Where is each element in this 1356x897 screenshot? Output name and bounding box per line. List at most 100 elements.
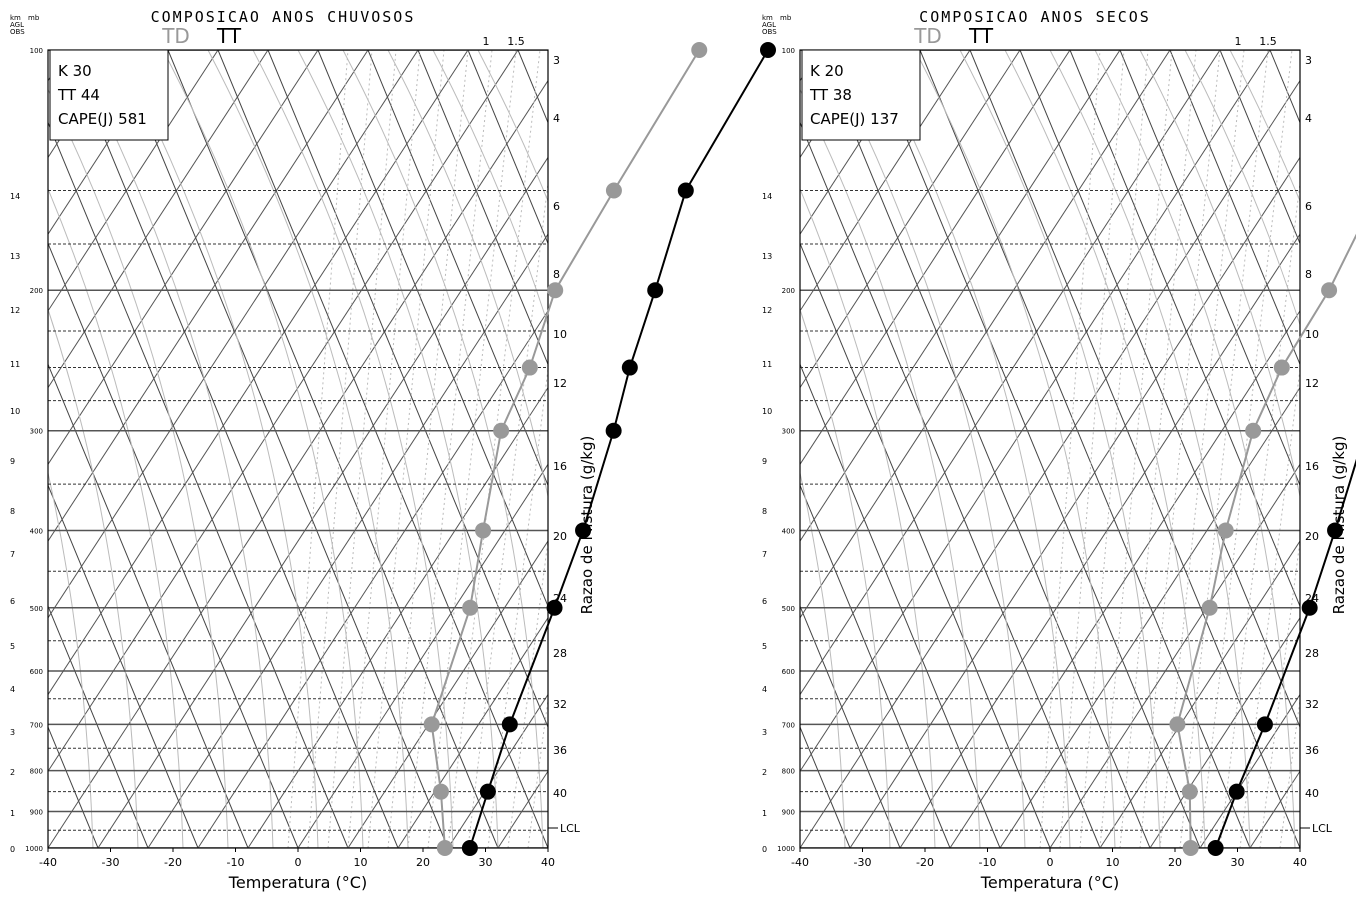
- pressure-label: 900: [782, 808, 795, 816]
- info-line: TT 44: [57, 86, 100, 104]
- pressure-label: 400: [782, 527, 795, 535]
- isotherm-line: [48, 50, 219, 312]
- tt-point: [1301, 599, 1318, 616]
- dry-adiabat: [1069, 50, 1300, 608]
- pressure-label: 600: [30, 668, 43, 676]
- td-point: [1169, 716, 1186, 733]
- x-tick-label: 10: [1106, 856, 1120, 869]
- dry-adiabat: [267, 50, 548, 729]
- profiles: [423, 42, 776, 856]
- isotherm-line: [800, 50, 1121, 542]
- td-point: [462, 599, 479, 616]
- tt-point: [1327, 522, 1344, 539]
- mixing-ratio-line: [287, 50, 349, 848]
- mixing-ratio-label: 28: [553, 647, 567, 660]
- td-point: [1217, 522, 1234, 539]
- corner-unit-mb: mb: [28, 14, 40, 22]
- corner-unit-km: km: [10, 14, 21, 22]
- height-km-label: 3: [10, 728, 15, 737]
- mixing-ratio-line: [347, 50, 421, 848]
- td-point: [1181, 783, 1198, 800]
- moist-adiabat: [375, 50, 575, 848]
- info-line: K 20: [810, 62, 844, 80]
- mixing-ratio-line: [327, 50, 397, 848]
- isotherm-line: [1099, 540, 1300, 848]
- moist-adiabat: [48, 187, 184, 848]
- x-tick-label: 0: [1047, 856, 1054, 869]
- td-profile-line: [430, 49, 701, 849]
- height-km-label: 0: [10, 845, 15, 854]
- tt-point: [501, 716, 518, 733]
- mixing-ratio-line: [447, 50, 541, 848]
- legend-tt: TT: [968, 24, 994, 48]
- info-line: CAPE(J) 581: [58, 110, 147, 128]
- isotherm-line: [48, 50, 269, 389]
- dry-adiabat: [20, 50, 350, 848]
- mixing-ratio-label: 40: [553, 787, 567, 800]
- x-tick-label: 30: [1231, 856, 1245, 869]
- dry-adiabat: [320, 50, 650, 848]
- isotherm-line: [849, 156, 1300, 848]
- dry-adiabat: [1019, 50, 1300, 729]
- x-tick-label: 0: [295, 856, 302, 869]
- height-km-label: 9: [762, 457, 767, 466]
- dry-adiabat: [417, 50, 548, 366]
- pressure-label: 200: [782, 287, 795, 295]
- dry-adiabat: [869, 50, 1201, 848]
- tt-point: [677, 182, 694, 199]
- isotherm-line: [899, 233, 1300, 848]
- dry-adiabat: [220, 50, 550, 848]
- x-tick-label: 10: [354, 856, 368, 869]
- pressure-label: 800: [30, 768, 43, 776]
- isotherm-line: [800, 50, 1271, 773]
- dry-adiabat: [467, 50, 548, 245]
- tt-point: [760, 42, 776, 58]
- height-km-label: 7: [762, 550, 767, 559]
- height-km-label: 11: [762, 360, 772, 369]
- lcl-label: LCL: [560, 822, 581, 835]
- height-km-label: 2: [10, 768, 15, 777]
- isotherm-line: [200, 50, 720, 848]
- height-km-label: 11: [10, 360, 20, 369]
- top-mixing-label: 1.5: [507, 35, 525, 48]
- dry-adiabat: [0, 50, 300, 848]
- isotherm-line: [48, 50, 119, 159]
- height-km-label: 14: [762, 192, 772, 201]
- td-profile-line: [1176, 233, 1356, 849]
- info-line: TT 38: [809, 86, 852, 104]
- mixing-ratio-line: [1079, 50, 1149, 848]
- td-point: [1273, 359, 1290, 376]
- pressure-label: 500: [782, 605, 795, 613]
- mixing-ratio-label: 36: [553, 744, 567, 757]
- mixing-ratio-label: 32: [1305, 698, 1319, 711]
- height-km-label: 10: [10, 407, 20, 416]
- td-point: [493, 422, 510, 439]
- td-point: [1201, 599, 1218, 616]
- mixing-ratio-label: 3: [1305, 54, 1312, 67]
- mixing-ratio-line: [1179, 50, 1269, 848]
- mixing-ratio-line: [1139, 50, 1221, 848]
- x-axis-label: Temperatura (°C): [980, 873, 1119, 892]
- isotherm-line: [800, 50, 921, 236]
- isotherm-line: [800, 50, 1021, 389]
- isotherm-line: [800, 50, 1071, 466]
- mixing-ratio-label: 10: [553, 328, 567, 341]
- isotherm-line: [397, 616, 548, 848]
- height-km-label: 4: [762, 685, 767, 694]
- isotherm-line: [800, 50, 1221, 696]
- x-tick-label: -20: [164, 856, 182, 869]
- corner-unit-mb: mb: [780, 14, 792, 22]
- isotherm-line: [800, 50, 1171, 619]
- dry-adiabat: [800, 483, 951, 848]
- dry-adiabat: [800, 846, 801, 848]
- chart-title: COMPOSICAO ANOS CHUVOSOS: [151, 8, 416, 26]
- x-tick-label: -40: [791, 856, 809, 869]
- height-km-label: 0: [762, 845, 767, 854]
- mixing-ratio-label: 8: [553, 268, 560, 281]
- height-km-label: 3: [762, 728, 767, 737]
- isotherm-line: [48, 50, 319, 466]
- tt-point: [575, 522, 592, 539]
- dry-adiabat: [969, 50, 1300, 848]
- moist-adiabat: [465, 50, 665, 848]
